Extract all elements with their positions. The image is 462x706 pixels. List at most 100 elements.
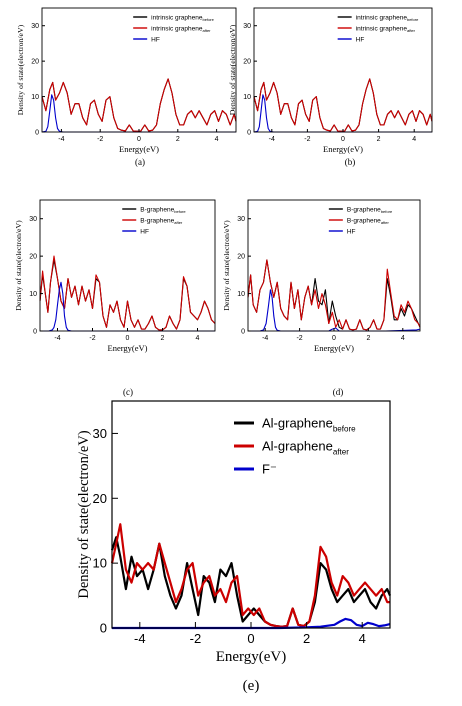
series-line-2: [253, 78, 433, 132]
legend-item-2: Al-grapheneafter: [234, 439, 349, 457]
legend-item-2: B-grapheneafter: [328, 217, 390, 225]
x-tick-label: 0: [332, 335, 336, 342]
legend-item-1: intrinsic graphenebefore: [133, 14, 215, 22]
legend-label: B-grapheneafter: [140, 217, 183, 225]
panel-caption: (d): [333, 387, 344, 397]
y-axis-label: Density of state(electron/eV): [76, 430, 92, 598]
legend-item-3: HF: [122, 228, 149, 235]
panel-caption: (c): [123, 387, 133, 397]
panel-c: -4 -2 0 2 4 0 10 20 30 Energy(eV) Density of state…: [14, 199, 216, 397]
y-tick-label: 10: [93, 556, 107, 571]
legend-item-1: B-graphenebefore: [328, 206, 393, 214]
x-tick-label: 0: [341, 136, 345, 143]
x-tick-label: 0: [126, 335, 130, 342]
legend-item-3: HF: [328, 228, 356, 235]
x-tick-label: -4: [58, 136, 64, 143]
series-line-2: [247, 259, 421, 331]
panel-d: -4 -2 0 2 4 0 10 20 30 Energy(eV) Density of state…: [222, 199, 421, 397]
legend-item-1: intrinsic graphenebefore: [337, 14, 419, 22]
x-tick-label: 4: [215, 136, 219, 143]
x-tick-label: -2: [97, 136, 103, 143]
legend-label: F⁻: [262, 462, 277, 477]
series-line-2: [39, 255, 216, 331]
legend-label: HF: [140, 228, 149, 235]
x-tick-label: 2: [366, 335, 370, 342]
x-axis-label: Energy(eV): [119, 144, 159, 154]
x-tick-label: 4: [359, 631, 366, 646]
legend-item-2: intrinsic grapheneafter: [133, 25, 211, 33]
legend-label: intrinsic graphenebefore: [151, 14, 214, 22]
y-axis-label: Density of state(electron/eV): [222, 220, 231, 311]
x-tick-label: 2: [176, 136, 180, 143]
x-axis-label: Energy(eV): [323, 144, 363, 154]
y-tick-label: 30: [243, 23, 251, 30]
y-tick-label: 10: [237, 291, 245, 298]
legend-item-3: F⁻: [234, 462, 277, 477]
legend-label: B-graphenebefore: [140, 206, 186, 214]
x-tick-label: -2: [296, 335, 302, 342]
y-tick-label: 0: [100, 621, 107, 636]
series-line-2: [110, 523, 390, 628]
x-tick-label: 0: [247, 631, 254, 646]
y-axis-label: Density of state(electron/eV): [228, 24, 237, 115]
legend-label: intrinsic graphenebefore: [356, 14, 419, 22]
y-tick-label: 30: [31, 23, 39, 30]
y-tick-label: 20: [243, 59, 251, 66]
legend-label: Al-grapheneafter: [262, 439, 349, 457]
legend-item-1: B-graphenebefore: [122, 206, 186, 214]
y-tick-label: 10: [29, 291, 37, 298]
x-tick-label: -4: [269, 136, 275, 143]
x-axis-label: Energy(eV): [108, 343, 148, 353]
panel-caption: (e): [243, 678, 260, 694]
panel-e: -4 -2 0 2 4 0 10 20 30 Energy(eV) Density of state…: [76, 400, 392, 694]
legend-label: B-graphenebefore: [347, 206, 393, 214]
legend-item-2: intrinsic grapheneafter: [337, 25, 416, 33]
y-tick-label: 20: [93, 491, 107, 506]
panel-caption: (b): [345, 157, 356, 167]
legend-item-3: HF: [337, 36, 365, 43]
y-tick-label: 30: [93, 426, 107, 441]
y-tick-label: 0: [241, 328, 245, 335]
x-tick-label: -2: [190, 631, 202, 646]
x-tick-label: -4: [134, 631, 146, 646]
legend-item-3: HF: [133, 36, 160, 43]
legend-item-1: Al-graphenebefore: [234, 416, 356, 434]
y-tick-label: 20: [29, 254, 37, 261]
legend-label: intrinsic grapheneafter: [356, 25, 416, 33]
x-tick-label: 2: [377, 136, 381, 143]
y-tick-label: 10: [243, 94, 251, 101]
legend-item-2: B-grapheneafter: [122, 217, 183, 225]
legend-label: HF: [151, 36, 160, 43]
y-tick-label: 30: [237, 216, 245, 223]
x-axis-label: Energy(eV): [314, 343, 354, 353]
panel-b: -4 -2 0 2 4 0 10 20 30 Energy(eV) Density of state…: [228, 7, 433, 167]
x-tick-label: 2: [161, 335, 165, 342]
y-tick-label: 0: [35, 129, 39, 136]
x-tick-label: 4: [401, 335, 405, 342]
y-axis-label: Density of state(electron/eV): [14, 220, 23, 311]
y-axis-label: Density of state(electron/eV): [16, 24, 25, 115]
x-tick-label: -4: [54, 335, 60, 342]
legend-label: HF: [347, 228, 356, 235]
legend-label: HF: [356, 36, 365, 43]
legend-label: B-grapheneafter: [347, 217, 390, 225]
panel-caption: (a): [135, 157, 145, 167]
x-tick-label: -4: [262, 335, 268, 342]
x-tick-label: 4: [196, 335, 200, 342]
y-tick-label: 30: [29, 216, 37, 223]
x-tick-label: 4: [412, 136, 416, 143]
panel-a: -4 -2 0 2 4 0 10 20 30 Energy(eV) Density of state…: [16, 7, 237, 167]
plot-frame: [111, 400, 391, 629]
y-tick-label: 20: [237, 254, 245, 261]
y-tick-label: 0: [247, 129, 251, 136]
x-tick-label: -2: [304, 136, 310, 143]
x-tick-label: -2: [89, 335, 95, 342]
x-tick-label: 2: [303, 631, 310, 646]
legend-label: intrinsic grapheneafter: [151, 25, 211, 33]
legend-label: Al-graphenebefore: [262, 416, 356, 434]
x-tick-label: 0: [137, 136, 141, 143]
series-line-2: [41, 78, 237, 132]
x-axis-label: Energy(eV): [216, 649, 287, 665]
y-tick-label: 10: [31, 94, 39, 101]
